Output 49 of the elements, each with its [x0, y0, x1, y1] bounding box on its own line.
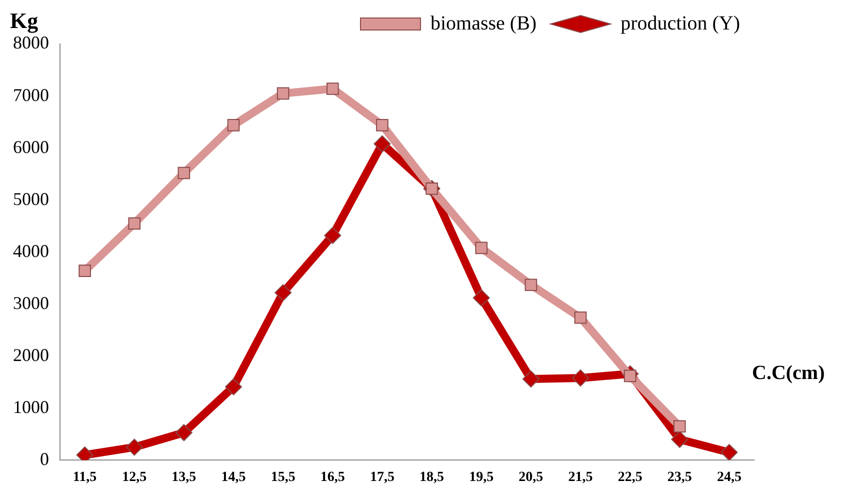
x-tick-label: 19,5 — [469, 470, 494, 486]
point — [324, 226, 342, 244]
point — [472, 289, 490, 306]
point — [574, 311, 587, 324]
point — [175, 424, 192, 442]
point — [227, 119, 240, 132]
y-tick-label: 6000 — [13, 136, 49, 157]
point — [524, 278, 538, 292]
point — [274, 284, 292, 302]
x-tick-label: 12,5 — [122, 470, 147, 486]
y-tick-label: 5000 — [13, 188, 49, 209]
y-tick-label: 2000 — [13, 344, 49, 365]
point — [225, 378, 242, 396]
y-axis-title: Kg — [10, 8, 38, 34]
x-tick-label: 22,5 — [618, 470, 642, 486]
x-tick-label: 17,5 — [370, 470, 394, 486]
point — [673, 420, 686, 433]
point — [374, 135, 391, 152]
y-tick-label: 0 — [40, 448, 49, 469]
point — [276, 87, 290, 100]
legend-label: production (Y) — [620, 12, 740, 34]
x-tick-label: 13,5 — [172, 470, 196, 486]
x-tick-label: 21,5 — [568, 470, 593, 486]
y-tick-label: 4000 — [13, 240, 49, 261]
point — [572, 370, 589, 386]
point — [178, 166, 190, 180]
x-tick-label: 11,5 — [72, 470, 97, 486]
point — [475, 242, 488, 254]
point — [522, 370, 540, 388]
x-tick-label: 15,5 — [270, 470, 296, 486]
y-tick-label: 1000 — [13, 396, 49, 417]
point — [126, 438, 143, 456]
point — [128, 217, 141, 230]
x-tick-label: 20,5 — [518, 470, 544, 486]
point — [671, 430, 688, 448]
y-tick-label: 7000 — [13, 84, 49, 105]
x-tick-label: 23,5 — [667, 470, 692, 486]
point — [376, 119, 388, 132]
point — [78, 264, 91, 277]
legend-label: biomasse (B) — [430, 12, 537, 34]
point — [720, 444, 738, 460]
x-tick-label: 24,5 — [716, 470, 742, 486]
y-tick-label: 8000 — [13, 32, 49, 53]
x-tick-label: 18,5 — [420, 470, 444, 486]
point — [326, 82, 339, 95]
y-tick-label: 3000 — [13, 292, 49, 313]
x-axis-title: C.C(cm) — [752, 362, 825, 385]
x-tick-label: 16,5 — [320, 470, 345, 486]
x-tick-label: 14,5 — [221, 470, 246, 486]
